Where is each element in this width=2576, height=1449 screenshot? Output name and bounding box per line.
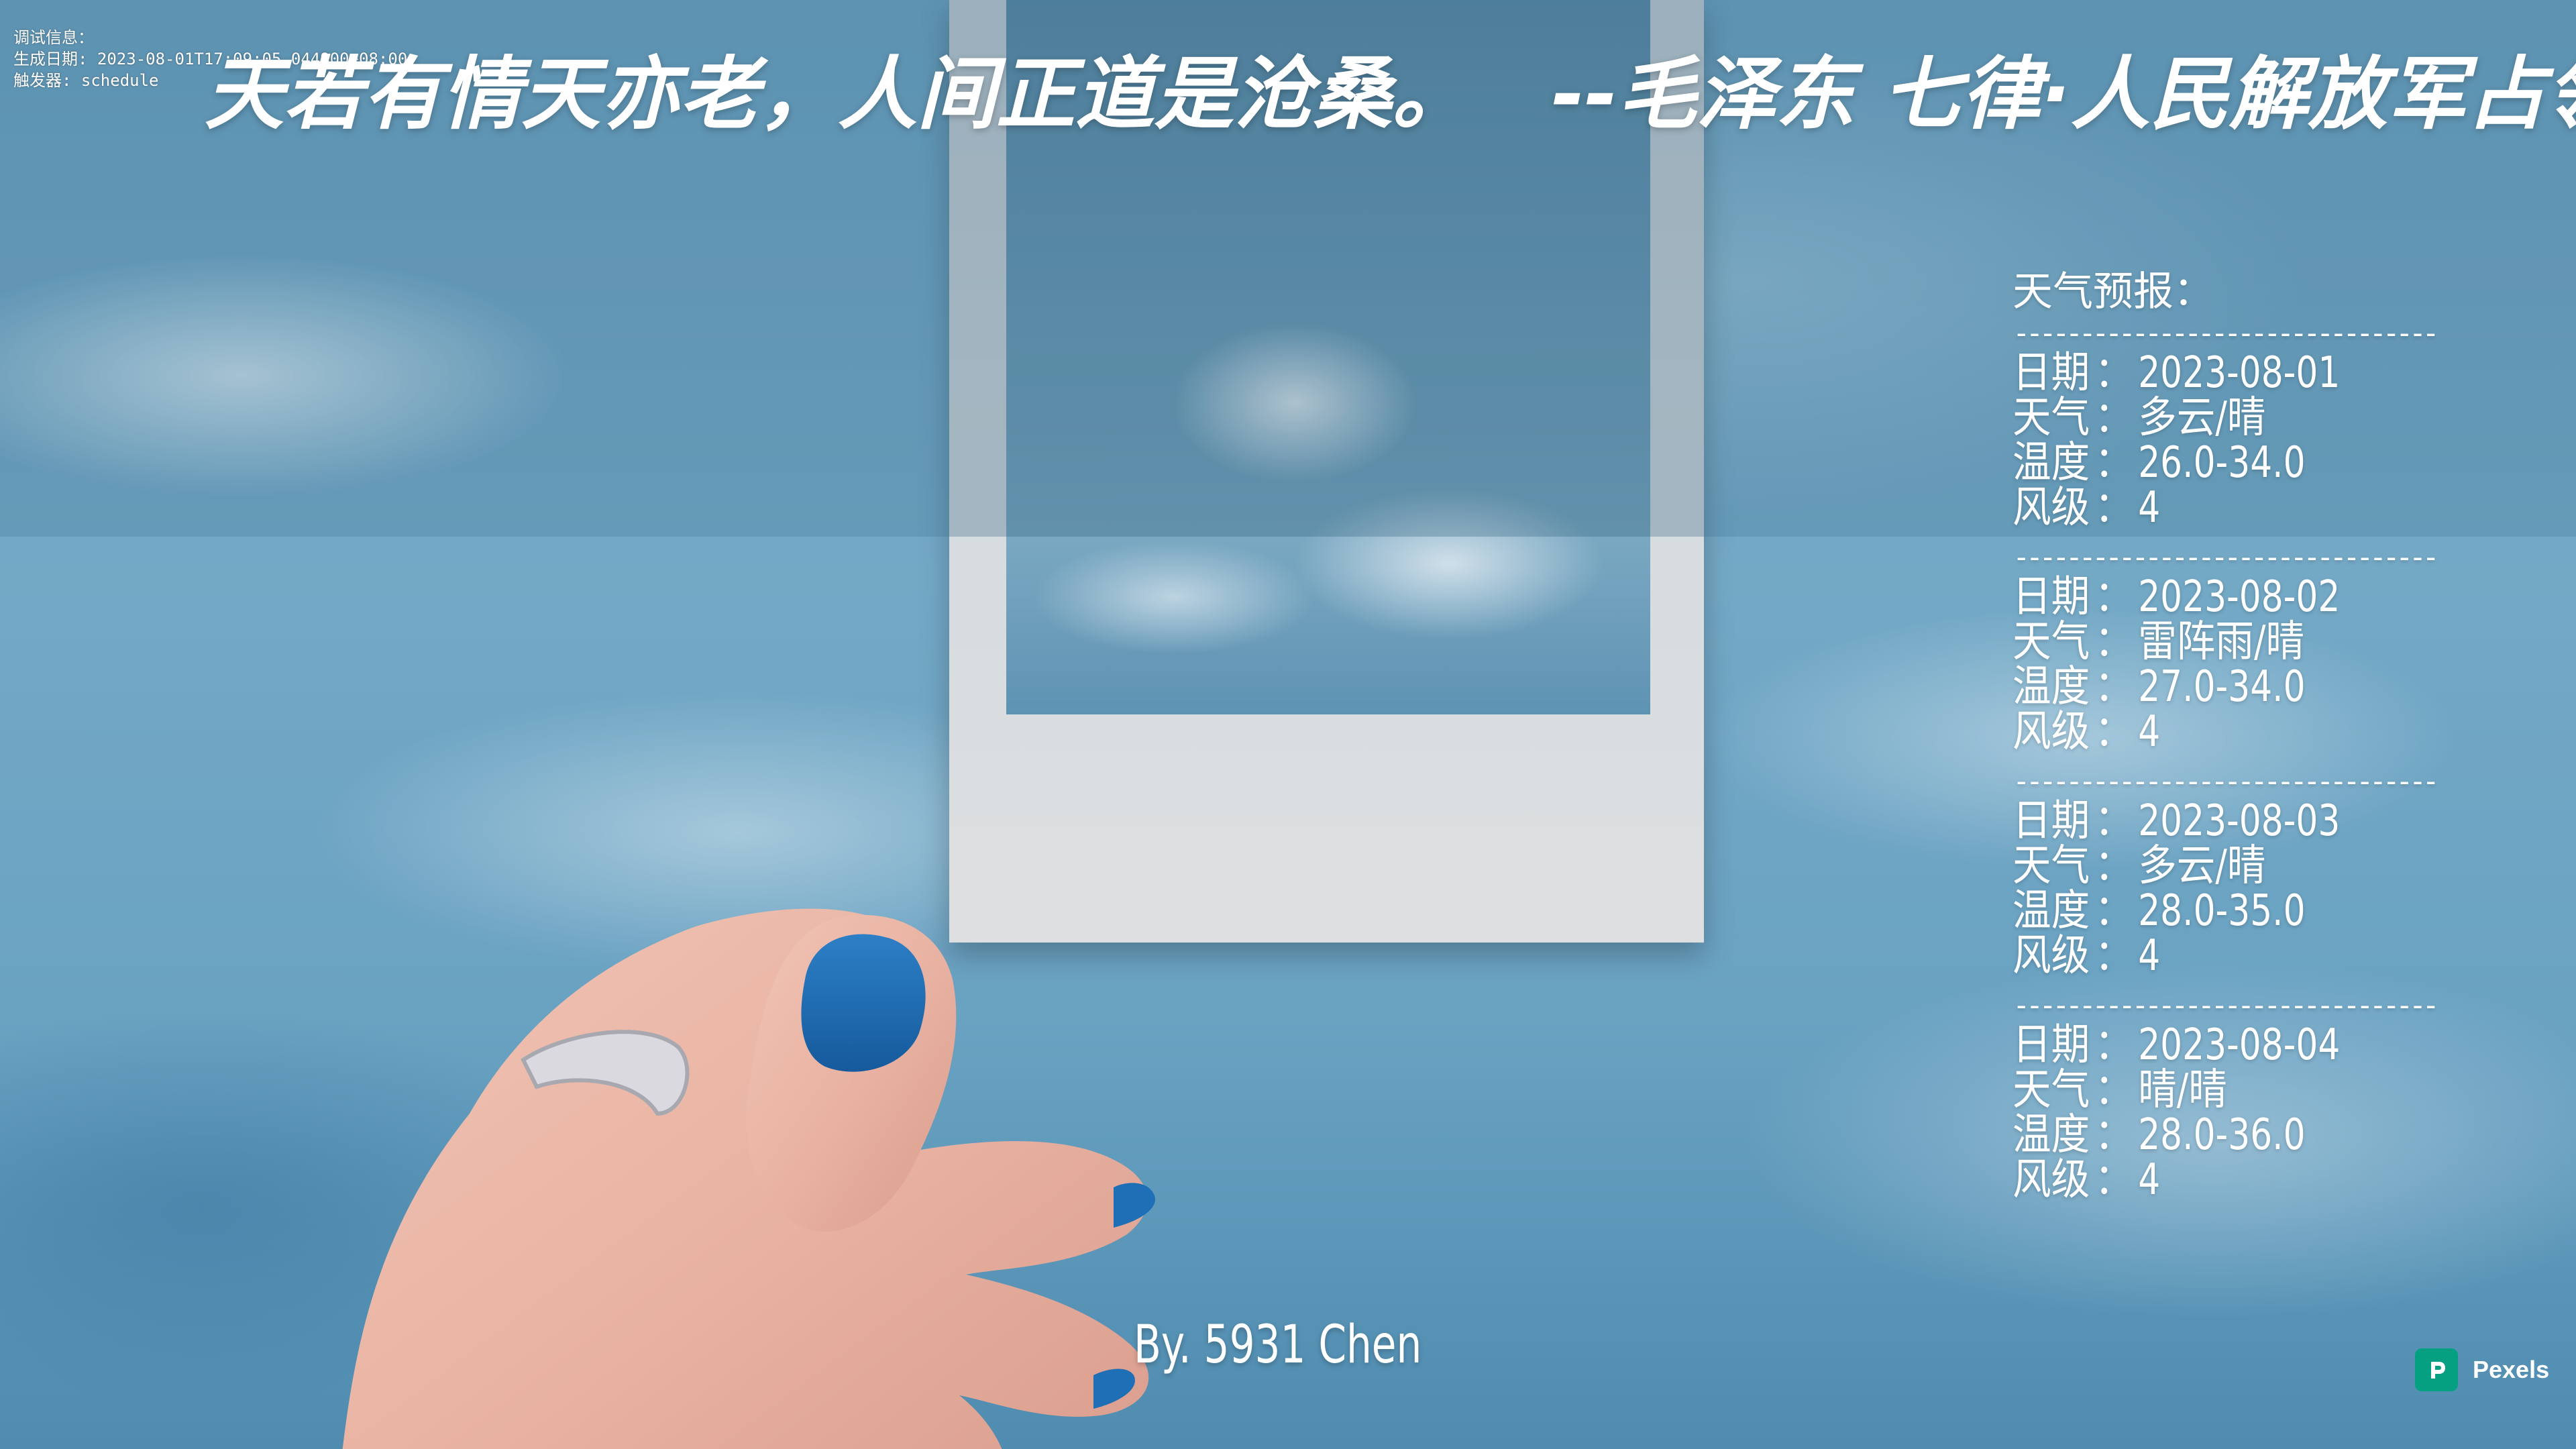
weather-title: 天气预报： — [2012, 268, 2214, 315]
forecast-weather-row: 天气：雷阵雨/晴 — [2012, 617, 2305, 667]
quote-text: 天若有情天亦老，人间正道是沧桑。 — [205, 48, 1472, 140]
forecast-temperature-value: 28.0-35.0 — [2138, 886, 2306, 936]
forecast-temperature-row: 温度： 28.0-36.0 — [2012, 1110, 2306, 1160]
forecast-wind-row: 风级： 4 — [2012, 707, 2161, 757]
forecast-day: 日期： 2023-08-01 天气：多云/晴 温度： 26.0-34.0 风级： 4 — [2012, 348, 2442, 543]
forecast-weather-value: 多云/晴 — [2138, 393, 2266, 443]
forecast-date-value: 2023-08-04 — [2138, 1020, 2341, 1070]
forecast-date-row: 日期： 2023-08-02 — [2012, 572, 2341, 622]
forecast-wind-row: 风级： 4 — [2012, 931, 2161, 981]
forecast-temperature-row: 温度： 26.0-34.0 — [2012, 438, 2306, 488]
weather-divider: -------------------------------- — [2012, 319, 2440, 348]
forecast-date-value: 2023-08-01 — [2138, 348, 2341, 398]
forecast-wind-value: 4 — [2138, 707, 2161, 757]
forecast-wind-value: 4 — [2138, 1155, 2161, 1205]
forecast-temperature-value: 28.0-36.0 — [2138, 1110, 2306, 1160]
quote-banner: 天若有情天亦老，人间正道是沧桑。 --毛泽东 七律·人民解放军占领南京 — [205, 44, 2576, 144]
forecast-date-row: 日期： 2023-08-03 — [2012, 796, 2341, 846]
debug-info: 调试信息： 生成日期: 2023-08-01T17:09:05.044900+0… — [13, 27, 407, 91]
forecast-wind-row: 风级： 4 — [2012, 483, 2161, 533]
forecast-day: 日期： 2023-08-03 天气：多云/晴 温度： 28.0-35.0 风级： 4 — [2012, 796, 2442, 991]
pexels-logo-icon — [2415, 1348, 2458, 1391]
forecast-temperature-row: 温度： 28.0-35.0 — [2012, 886, 2306, 936]
debug-generated-date: 生成日期: 2023-08-01T17:09:05.044900+08:00 — [13, 50, 408, 68]
polaroid-band-overlay — [949, 0, 1704, 537]
forecast-temperature-value: 27.0-34.0 — [2138, 662, 2306, 712]
forecast-wind-value: 4 — [2138, 931, 2161, 981]
forecast-weather-value: 多云/晴 — [2138, 841, 2266, 891]
debug-heading: 调试信息： — [13, 28, 94, 47]
pexels-label: Pexels — [2473, 1356, 2550, 1383]
weather-forecast-panel: 天气预报： -------------------------------- 日… — [2012, 265, 2442, 1215]
weather-divider: -------------------------------- — [2012, 991, 2440, 1020]
forecast-day: 日期： 2023-08-02 天气：雷阵雨/晴 温度： 27.0-34.0 风级： 4 — [2012, 572, 2442, 767]
forecast-date-row: 日期： 2023-08-01 — [2012, 348, 2341, 398]
pexels-attribution-badge[interactable]: Pexels — [2415, 1348, 2549, 1391]
forecast-weather-row: 天气：晴/晴 — [2012, 1065, 2227, 1115]
forecast-temperature-row: 温度： 27.0-34.0 — [2012, 662, 2306, 712]
forecast-weather-value: 晴/晴 — [2138, 1065, 2227, 1115]
forecast-date-value: 2023-08-03 — [2138, 796, 2341, 846]
hand-holding-photo-image — [342, 908, 1155, 1449]
forecast-weather-value: 雷阵雨/晴 — [2138, 617, 2305, 667]
weather-divider: -------------------------------- — [2012, 543, 2440, 572]
forecast-date-row: 日期： 2023-08-04 — [2012, 1020, 2341, 1070]
polaroid-photo-image — [1006, 0, 1650, 714]
quote-attribution: --毛泽东 七律·人民解放军占领南京 — [1552, 48, 2576, 140]
forecast-date-value: 2023-08-02 — [2138, 572, 2341, 622]
forecast-wind-row: 风级： 4 — [2012, 1155, 2161, 1205]
debug-trigger: 触发器: schedule — [13, 71, 159, 90]
forecast-wind-value: 4 — [2138, 483, 2161, 533]
author-signature: By. 5931 Chen — [1134, 1315, 1422, 1375]
forecast-weather-row: 天气：多云/晴 — [2012, 841, 2266, 891]
forecast-temperature-value: 26.0-34.0 — [2138, 438, 2306, 488]
weather-divider: -------------------------------- — [2012, 767, 2440, 796]
top-band-overlay — [0, 0, 2576, 537]
forecast-weather-row: 天气：多云/晴 — [2012, 393, 2266, 443]
forecast-day: 日期： 2023-08-04 天气：晴/晴 温度： 28.0-36.0 风级： 4 — [2012, 1020, 2442, 1215]
